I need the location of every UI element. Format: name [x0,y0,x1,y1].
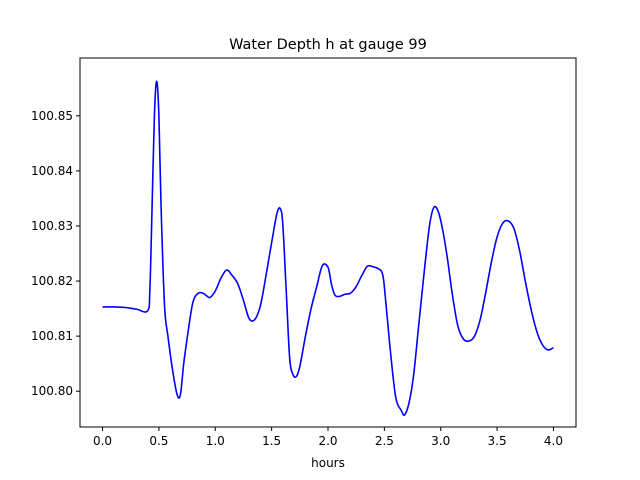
x-tick-label: 3.5 [488,434,507,448]
y-tick-label: 100.81 [31,329,73,343]
y-tick-label: 100.82 [31,274,73,288]
x-axis-label: hours [311,456,345,470]
x-tick-label: 1.5 [262,434,281,448]
x-tick-label: 1.0 [206,434,225,448]
y-tick-label: 100.80 [31,384,73,398]
y-axis-ticks: 100.80 100.81 100.82 100.83 100.84 100.85 [31,109,80,398]
chart-title: Water Depth h at gauge 99 [229,37,427,53]
series-line-0 [102,80,554,417]
x-axis-ticks: 0.0 0.5 1.0 1.5 2.0 2.5 3.0 3.5 4.0 [93,427,563,448]
x-tick-label: 2.5 [375,434,394,448]
x-tick-label: 0.0 [93,434,112,448]
series-layer [102,80,554,417]
x-tick-label: 4.0 [544,434,563,448]
x-tick-label: 0.5 [149,434,168,448]
y-tick-label: 100.84 [31,164,73,178]
x-tick-label: 2.0 [318,434,337,448]
y-tick-label: 100.85 [31,109,73,123]
y-tick-label: 100.83 [31,219,73,233]
x-tick-label: 3.0 [431,434,450,448]
